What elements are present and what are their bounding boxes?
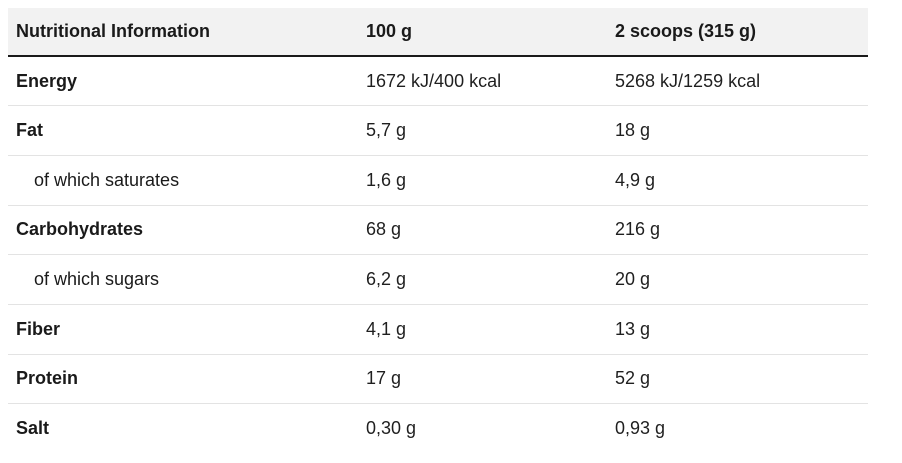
value-per-100g: 1,6 g <box>366 169 407 190</box>
value-per-serving: 216 g <box>615 219 661 240</box>
row-label-carbohydrates: Carbohydrates <box>16 219 144 240</box>
header-per-100g: 100 g <box>366 21 413 41</box>
value-per-100g: 1672 kJ/400 kcal <box>366 70 502 91</box>
value-per-serving: 5268 kJ/1259 kcal <box>615 70 761 91</box>
table-row: of which saturates 1,6 g 4,9 g <box>8 155 868 206</box>
row-label-salt: Salt <box>16 418 50 439</box>
row-label-fat: Fat <box>16 120 43 141</box>
value-per-100g: 0,30 g <box>366 418 417 439</box>
table-row: Fiber 4,1 g 13 g <box>8 304 868 355</box>
row-label-sugars: of which sugars <box>34 269 160 290</box>
table-row: Fat 5,7 g 18 g <box>8 106 868 156</box>
value-per-100g: 6,2 g <box>366 269 407 290</box>
value-per-serving: 4,9 g <box>615 169 656 190</box>
table-row: Energy 1672 kJ/400 kcal 5268 kJ/1259 kca… <box>8 56 868 106</box>
value-per-100g: 17 g <box>366 368 402 389</box>
nutrition-table: Nutritional Information 100 g 2 scoops (… <box>8 8 868 454</box>
table-row: Protein 17 g 52 g <box>8 354 868 404</box>
row-label-protein: Protein <box>16 368 79 389</box>
value-per-serving: 13 g <box>615 318 651 339</box>
value-per-serving: 52 g <box>615 368 651 389</box>
row-label-fiber: Fiber <box>16 318 61 339</box>
row-label-energy: Energy <box>16 70 78 91</box>
value-per-serving: 20 g <box>615 269 651 290</box>
table-row: of which sugars 6,2 g 20 g <box>8 255 868 305</box>
value-per-serving: 0,93 g <box>615 418 666 439</box>
value-per-100g: 68 g <box>366 219 402 240</box>
header-nutritional-information: Nutritional Information <box>16 21 210 41</box>
value-per-100g: 4,1 g <box>366 318 407 339</box>
table-header-row: Nutritional Information 100 g 2 scoops (… <box>8 8 868 56</box>
header-per-serving: 2 scoops (315 g) <box>615 21 757 41</box>
row-label-saturates: of which saturates <box>34 169 180 190</box>
table-row: Carbohydrates 68 g 216 g <box>8 205 868 255</box>
nutrition-table-container: Nutritional Information 100 g 2 scoops (… <box>8 8 868 454</box>
value-per-100g: 5,7 g <box>366 120 407 141</box>
value-per-serving: 18 g <box>615 120 651 141</box>
table-row: Salt 0,30 g 0,93 g <box>8 404 868 454</box>
